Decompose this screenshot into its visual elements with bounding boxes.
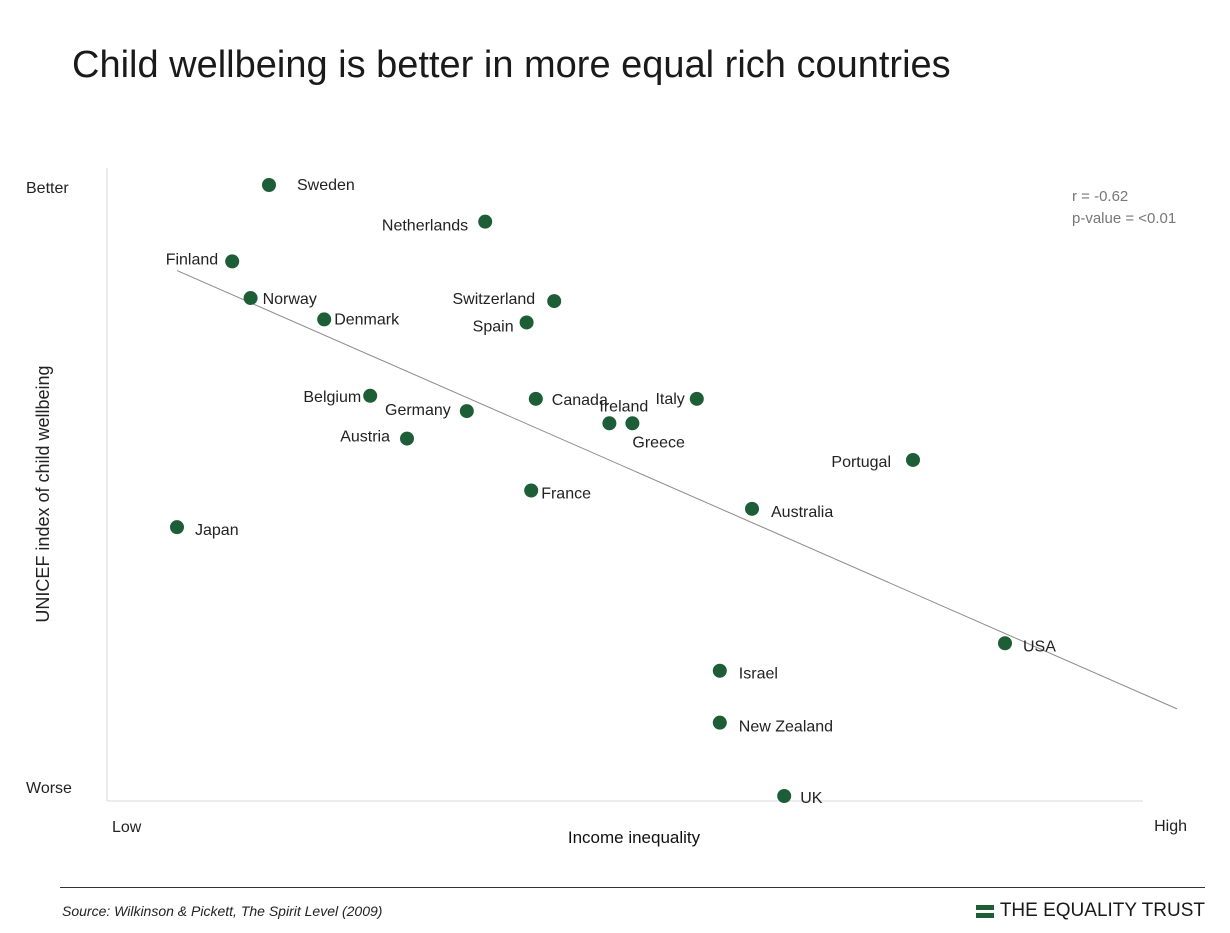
data-label-australia: Australia [771, 504, 833, 521]
data-label-israel: Israel [739, 666, 778, 683]
trend-line [176, 270, 1178, 710]
data-label-uk: UK [800, 790, 823, 807]
data-label-japan: Japan [195, 522, 239, 539]
y-tick-label-better: Better [26, 180, 69, 197]
data-point-denmark [317, 312, 332, 327]
data-label-finland: Finland [166, 251, 218, 268]
chart-title: Child wellbeing is better in more equal … [72, 44, 951, 86]
source-citation: Source: Wilkinson & Pickett, The Spirit … [62, 903, 383, 919]
data-label-greece: Greece [632, 434, 685, 451]
data-point-portugal [906, 452, 920, 467]
data-label-portugal: Portugal [831, 454, 891, 471]
data-point-finland [225, 254, 240, 269]
data-point-japan [170, 520, 184, 535]
data-label-france: France [541, 486, 591, 503]
data-label-spain: Spain [473, 318, 514, 335]
equality-trust-logo: THE EQUALITY TRUST [975, 900, 1205, 922]
p-value-label: p-value = <0.01 [1072, 210, 1176, 227]
data-point-netherlands [478, 214, 493, 229]
data-label-switzerland: Switzerland [452, 291, 535, 308]
correlation-label: r = -0.62 [1072, 188, 1128, 205]
x-axis-title: Income inequality [568, 828, 701, 847]
data-point-australia [745, 501, 759, 516]
data-label-sweden: Sweden [297, 177, 355, 194]
data-point-belgium [363, 388, 378, 403]
data-label-usa: USA [1023, 638, 1056, 655]
data-label-belgium: Belgium [303, 389, 361, 406]
equality-logo-icon [975, 904, 994, 918]
data-point-new-zealand [712, 715, 727, 730]
x-tick-label-low: Low [112, 819, 142, 836]
data-point-italy [689, 391, 704, 406]
data-point-canada [528, 391, 543, 406]
data-point-austria [400, 431, 414, 446]
y-tick-label-worse: Worse [26, 780, 72, 797]
data-point-ireland [602, 416, 617, 431]
scatter-chart: Better Worse Low High Income inequality … [26, 168, 1187, 847]
data-point-sweden [262, 178, 276, 192]
data-point-uk [777, 789, 792, 803]
data-point-france [524, 483, 539, 498]
data-point-germany [459, 404, 474, 419]
x-tick-label-high: High [1154, 818, 1187, 835]
y-axis-title: UNICEF index of child wellbeing [33, 365, 53, 622]
data-label-denmark: Denmark [334, 311, 400, 328]
data-label-netherlands: Netherlands [382, 218, 468, 235]
data-label-canada: Canada [552, 392, 608, 409]
data-point-switzerland [547, 294, 562, 309]
data-label-ireland: Ireland [599, 398, 648, 415]
data-label-italy: Italy [655, 391, 684, 408]
data-label-new-zealand: New Zealand [739, 719, 833, 736]
data-point-usa [998, 636, 1012, 651]
data-point-israel [712, 663, 727, 678]
data-point-spain [519, 315, 534, 330]
data-label-germany: Germany [385, 402, 451, 419]
data-point-norway [243, 291, 258, 306]
data-label-austria: Austria [340, 429, 390, 446]
footer-divider [60, 887, 1205, 888]
logo-text: THE EQUALITY TRUST [999, 900, 1205, 921]
data-label-norway: Norway [263, 291, 317, 308]
data-point-greece [625, 416, 640, 431]
